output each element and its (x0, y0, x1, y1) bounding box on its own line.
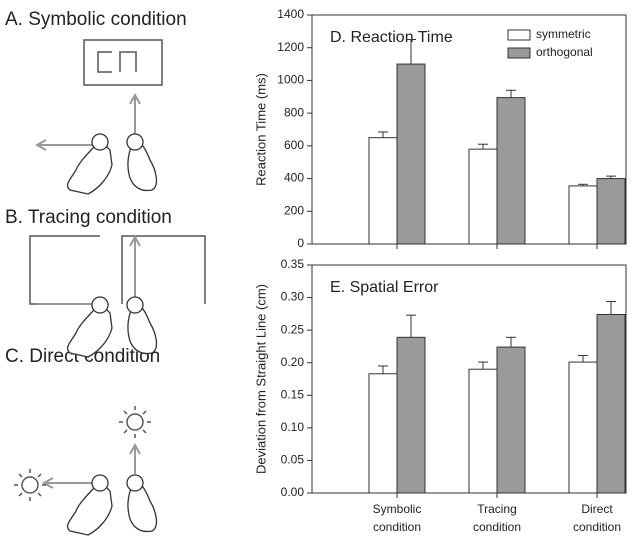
y-axis-label: Reaction Time (ms) (253, 73, 268, 186)
legend-swatch (507, 29, 531, 41)
y-tick-label: 0.00 (281, 485, 305, 499)
path-outline (121, 235, 206, 304)
y-tick-label: 0.10 (281, 420, 305, 434)
symbol (97, 51, 137, 73)
light-rays (14, 469, 46, 501)
y-tick-label: 0.20 (281, 355, 305, 369)
y-tick-label: 0.25 (281, 322, 305, 336)
bar (568, 361, 598, 494)
y-tick-label: 400 (284, 171, 304, 185)
y-tick-label: 0.05 (281, 453, 305, 467)
y-tick-label: 1200 (277, 40, 304, 54)
arrow (129, 234, 141, 297)
bar (396, 63, 426, 245)
arrow (129, 442, 141, 474)
y-tick-label: 200 (284, 203, 304, 217)
bar (368, 137, 398, 245)
panel-label: C. Direct condition (5, 346, 160, 367)
bar (596, 178, 626, 245)
legend-swatch (507, 47, 531, 59)
panel-label: B. Tracing condition (5, 207, 172, 228)
chart-title: E. Spatial Error (330, 279, 439, 296)
bar (368, 373, 398, 494)
light-rays (119, 406, 151, 438)
y-tick-label: 0 (297, 236, 304, 250)
bar (396, 336, 426, 494)
x-tick-label: Tracing condition (473, 502, 521, 534)
hands (66, 133, 158, 536)
path-outline (29, 235, 100, 305)
light (126, 413, 144, 431)
panel-label: A. Symbolic condition (5, 9, 187, 30)
y-tick-label: 600 (284, 138, 304, 152)
y-axis-label: Deviation from Straight Line (cm) (253, 284, 268, 474)
arrow (129, 92, 141, 138)
bar (596, 314, 626, 494)
x-tick-label: Direct condition (573, 502, 621, 534)
arrow (41, 477, 95, 489)
legend-label: orthogonal (536, 45, 593, 59)
y-tick-label: 0.15 (281, 387, 305, 401)
bar (496, 97, 526, 245)
bar (468, 368, 498, 494)
bar (496, 346, 526, 494)
chart-title: D. Reaction Time (330, 29, 453, 46)
y-tick-label: 1000 (277, 73, 304, 87)
light (21, 476, 39, 494)
y-tick-label: 0.35 (281, 257, 305, 271)
y-tick-label: 800 (284, 105, 304, 119)
diagrams: A. Symbolic condition B. Tracing conditi… (5, 9, 206, 536)
bar (568, 185, 598, 245)
y-tick-label: 0.30 (281, 290, 305, 304)
screen (83, 39, 163, 86)
arrow (34, 139, 95, 151)
y-tick-label: 1400 (277, 7, 304, 21)
x-tick-label: Symbolic condition (373, 502, 422, 534)
legend-label: symmetric (536, 27, 591, 41)
bar (468, 148, 498, 245)
